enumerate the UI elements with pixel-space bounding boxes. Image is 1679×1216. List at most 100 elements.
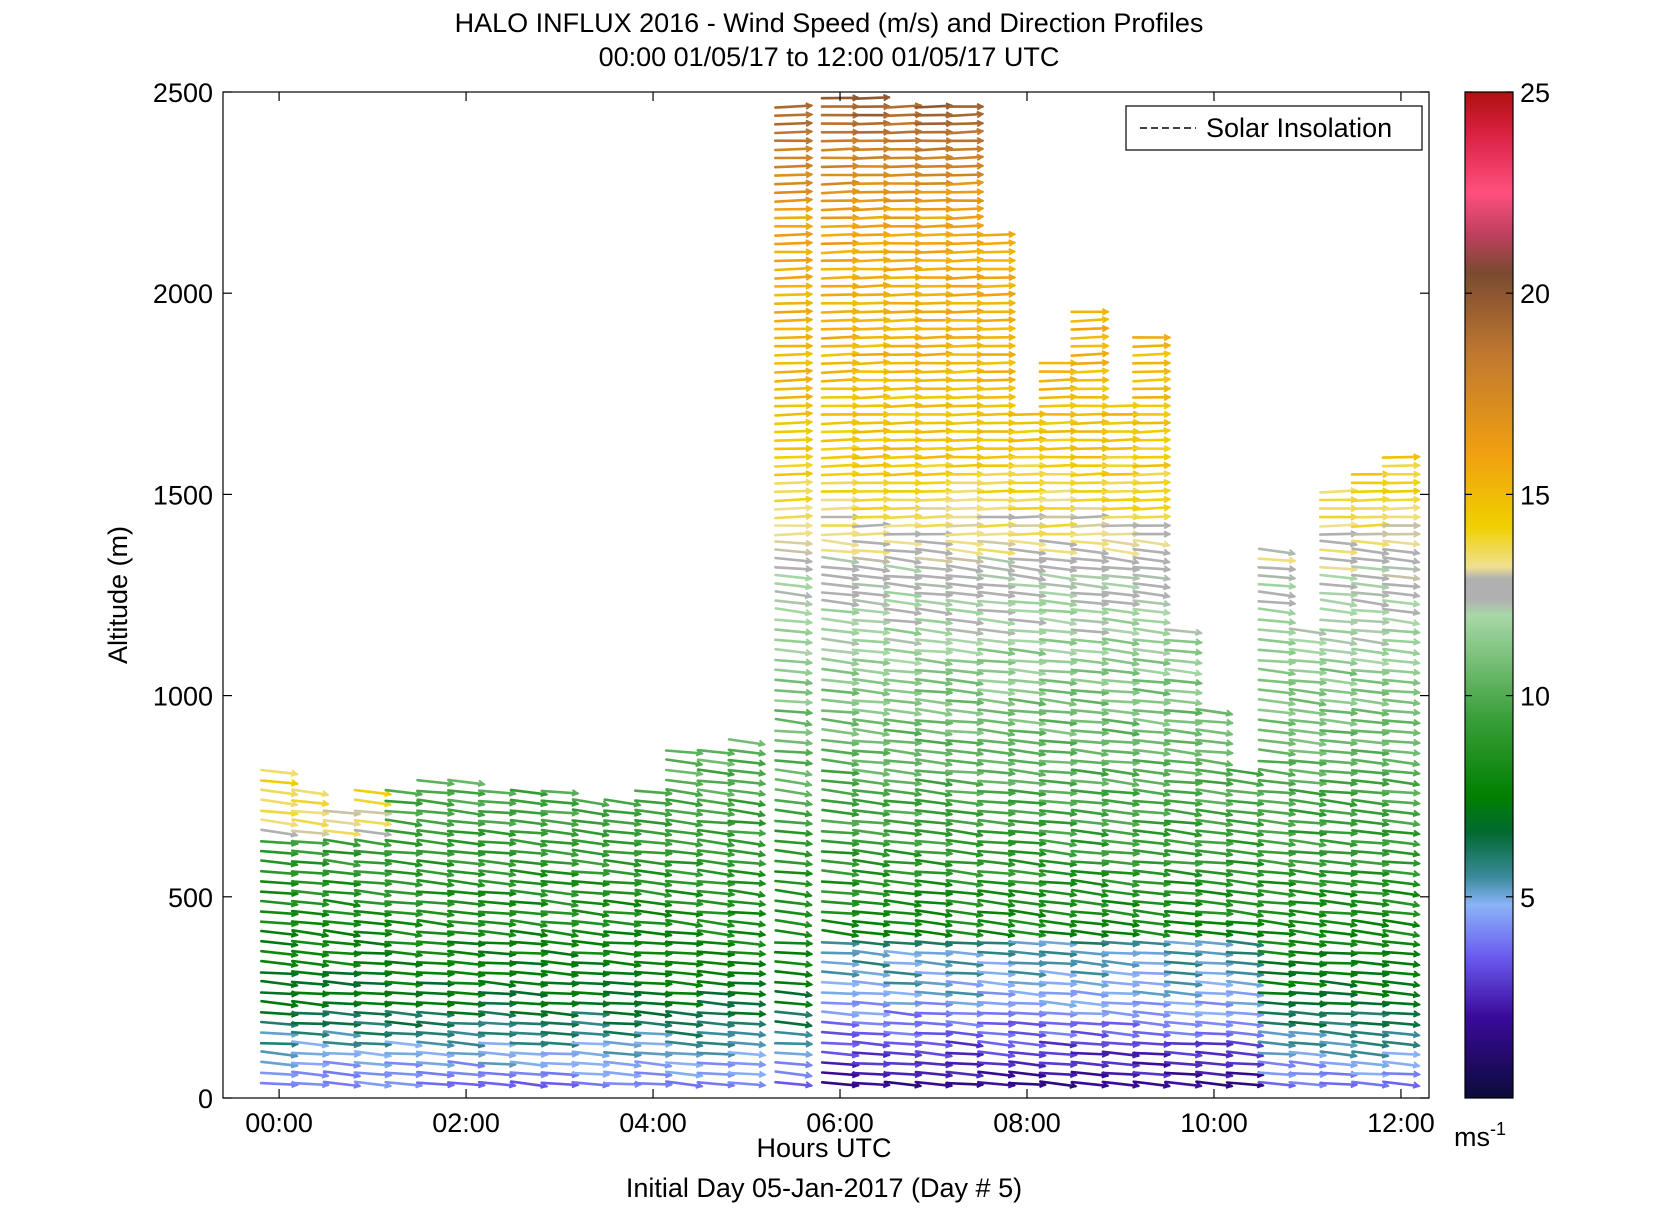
- wind-arrow-shaft: [571, 939, 610, 947]
- wind-arrow-shaft: [603, 899, 642, 907]
- wind-arrow-head: [571, 940, 580, 948]
- wind-arrow-shaft: [447, 878, 485, 887]
- wind-arrow-shaft: [509, 960, 548, 966]
- wind-arrow: [774, 582, 814, 591]
- wind-arrow: [540, 848, 580, 858]
- wind-arrow-head: [804, 960, 814, 968]
- wind-arrow-shaft: [509, 1041, 549, 1046]
- wind-arrow-shaft: [571, 1050, 610, 1057]
- wind-arrow-shaft: [851, 939, 890, 947]
- wind-arrow: [633, 789, 673, 797]
- wind-arrow-shaft: [415, 991, 455, 996]
- wind-arrow-shaft: [540, 859, 579, 866]
- wind-arrow-shaft: [353, 798, 392, 807]
- wind-arrow: [696, 868, 736, 878]
- wind-arrow-shaft: [727, 1081, 766, 1087]
- wind-arrow: [821, 869, 860, 878]
- wind-arrow: [727, 929, 767, 938]
- wind-arrow: [322, 1080, 362, 1089]
- wind-arrow-shaft: [820, 698, 860, 705]
- wind-arrow-shaft: [447, 949, 486, 957]
- wind-arrow-head: [695, 870, 704, 878]
- wind-arrow: [384, 1040, 424, 1049]
- wind-arrow-shaft: [446, 1071, 486, 1077]
- wind-arrow-shaft: [914, 1031, 953, 1036]
- wind-arrow-shaft: [446, 789, 486, 796]
- wind-arrow-shaft: [322, 950, 361, 956]
- wind-arrow-shaft: [820, 960, 860, 966]
- wind-arrow-shaft: [1070, 326, 1109, 331]
- wind-arrow: [773, 162, 814, 170]
- wind-arrow-head: [446, 920, 455, 929]
- wind-arrow-shaft: [773, 318, 813, 323]
- wind-arrow-shaft: [447, 798, 486, 806]
- wind-arrow-head: [446, 910, 455, 918]
- wind-arrow: [774, 573, 814, 582]
- wind-arrow: [696, 838, 736, 848]
- wind-arrow-head: [805, 939, 814, 948]
- wind-arrow: [774, 418, 814, 427]
- wind-arrow-shaft: [384, 1071, 423, 1077]
- wind-arrow-head: [758, 870, 767, 878]
- wind-arrow: [633, 799, 673, 807]
- wind-arrow-shaft: [540, 1021, 579, 1026]
- wind-arrow-head: [758, 759, 767, 767]
- wind-arrow-shaft: [1101, 991, 1140, 996]
- wind-arrow-shaft: [773, 352, 813, 357]
- wind-arrow: [416, 878, 455, 888]
- wind-arrow-shaft: [820, 951, 860, 955]
- wind-arrow-shaft: [416, 828, 455, 837]
- wind-arrow-shaft: [1007, 1001, 1047, 1006]
- wind-arrow-shaft: [1038, 446, 1078, 451]
- wind-arrow-head: [415, 799, 424, 807]
- wind-arrow-head: [726, 920, 736, 929]
- wind-arrow-head: [805, 839, 814, 848]
- wind-arrow-head: [805, 949, 814, 958]
- wind-arrow-head: [805, 748, 814, 757]
- wind-arrow-shaft: [1038, 961, 1078, 966]
- wind-arrow: [773, 290, 814, 299]
- wind-arrow-shaft: [416, 1061, 455, 1067]
- wind-arrow: [540, 818, 580, 828]
- wind-arrow: [571, 919, 611, 928]
- wind-arrow-shaft: [571, 908, 610, 917]
- wind-arrow-shaft: [1132, 455, 1171, 459]
- wind-arrow-head: [695, 790, 704, 798]
- wind-arrow-head: [695, 970, 704, 978]
- wind-arrow-shaft: [976, 301, 1016, 305]
- wind-arrow-shaft: [1132, 421, 1171, 425]
- wind-arrow: [773, 119, 814, 128]
- wind-arrow-head: [805, 375, 814, 384]
- wind-arrow-shaft: [353, 1001, 392, 1006]
- wind-arrow: [696, 929, 736, 939]
- wind-arrow-shaft: [774, 749, 813, 755]
- wind-arrow-head: [601, 800, 610, 808]
- wind-arrow: [290, 799, 330, 807]
- wind-arrow-shaft: [353, 919, 392, 927]
- wind-arrow-shaft: [696, 969, 735, 977]
- wind-arrow-shaft: [633, 981, 673, 986]
- wind-arrow: [774, 869, 814, 878]
- wind-arrow-head: [477, 870, 486, 878]
- wind-arrow-head: [758, 920, 767, 928]
- wind-arrow: [774, 717, 813, 727]
- wind-arrow-head: [571, 830, 580, 838]
- wind-arrow-head: [321, 789, 330, 798]
- wind-arrow-head: [321, 900, 330, 908]
- wind-arrow-shaft: [290, 959, 329, 967]
- wind-arrow: [540, 809, 580, 817]
- wind-arrow-shaft: [821, 617, 859, 626]
- wind-arrow-head: [446, 840, 455, 848]
- wind-arrow-shaft: [290, 939, 330, 947]
- wind-arrow-shaft: [1007, 1081, 1047, 1087]
- wind-arrow-shaft: [509, 909, 548, 916]
- wind-arrow-head: [758, 739, 767, 747]
- wind-arrow: [821, 928, 860, 939]
- wind-arrow-shaft: [353, 960, 392, 966]
- wind-arrow-shaft: [727, 1001, 766, 1006]
- wind-arrow-head: [758, 909, 767, 918]
- wind-arrow-shaft: [851, 292, 891, 297]
- wind-arrow: [773, 145, 814, 153]
- wind-arrow-head: [805, 384, 814, 393]
- wind-arrow-head: [805, 145, 814, 153]
